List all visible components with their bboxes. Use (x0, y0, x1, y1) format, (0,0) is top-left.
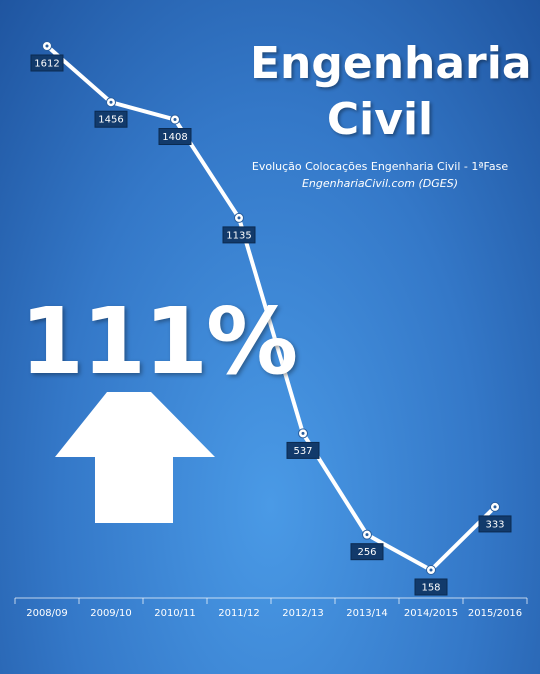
value-label: 1408 (162, 132, 187, 143)
value-label: 256 (357, 547, 376, 558)
data-point-center (109, 100, 113, 104)
value-label-box (478, 515, 512, 533)
data-point-center (301, 431, 305, 435)
value-label-box (30, 54, 64, 72)
value-label: 158 (421, 583, 440, 594)
x-tick-label: 2011/12 (218, 608, 260, 619)
data-line (45, 44, 497, 572)
value-label: 1612 (34, 59, 59, 70)
value-label-box (350, 543, 384, 561)
chart-source: EngenhariaCivil.com (DGES) (301, 177, 459, 190)
value-label: 537 (293, 446, 312, 457)
value-label-box (158, 128, 192, 146)
x-tick-label: 2012/13 (282, 608, 324, 619)
value-label-box (414, 578, 448, 596)
data-point-center (365, 533, 369, 537)
value-label: 1456 (98, 115, 123, 126)
data-point-center (237, 216, 241, 220)
chart-title: Engenharia Civil (250, 38, 532, 145)
chart-subtitle: Evolução Colocações Engenharia Civil - 1… (251, 160, 509, 173)
data-point-center (45, 44, 49, 48)
up-arrow (55, 392, 215, 523)
value-label-box (286, 441, 320, 459)
value-label: 333 (485, 519, 504, 530)
x-tick-label: 2015/2016 (468, 608, 522, 619)
x-tick-label: 2009/10 (90, 608, 132, 619)
value-label: 1135 (226, 230, 251, 241)
x-tick-label: 2013/14 (346, 608, 388, 619)
data-point-center (173, 118, 177, 122)
data-point-center (493, 505, 497, 509)
value-label-box (222, 226, 256, 244)
x-tick-label: 2010/11 (154, 608, 196, 619)
x-tick-label: 2014/2015 (404, 608, 458, 619)
data-point-center (429, 568, 433, 572)
annotation: 111% (20, 288, 298, 395)
value-label-box (94, 110, 128, 128)
x-tick-label: 2008/09 (26, 608, 68, 619)
